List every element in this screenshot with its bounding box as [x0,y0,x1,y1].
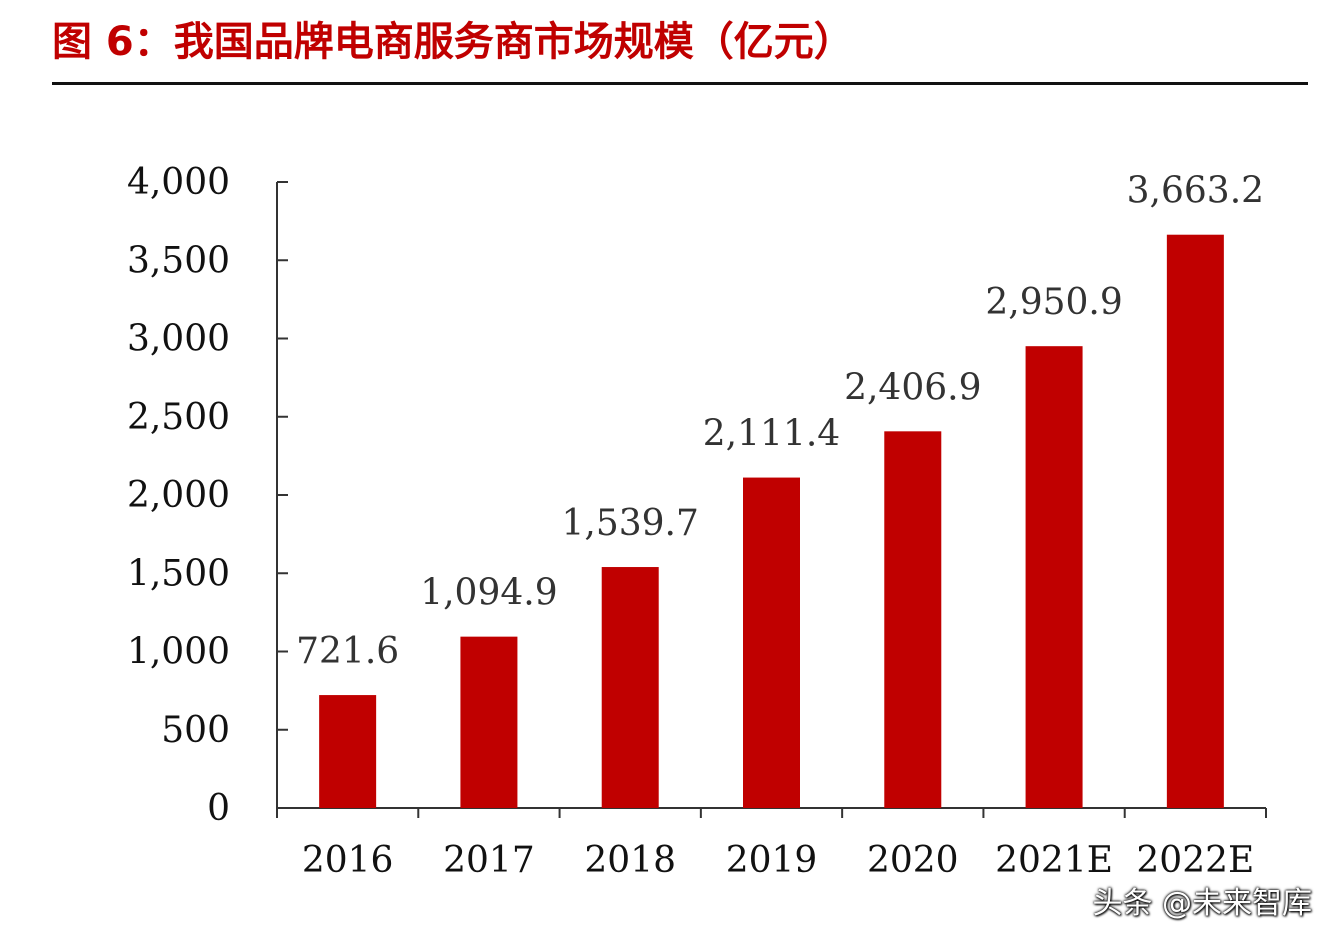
x-tick-label: 2016 [302,840,394,881]
x-axis: 2016 2017 2018 2019 2020 2021E 2022E [276,807,1267,881]
value-labels: 721.6 1,094.91,539.7 2,111.42,406.9 2,950.9… [296,171,1264,672]
chart-title: 图 6：我国品牌电商服务商市场规模（亿元） [52,19,854,65]
x-tick-label: 2018 [584,840,676,881]
y-tick-label: 1,500 [127,553,230,594]
data-label: 2,406.9 [844,367,981,408]
bar [1025,346,1083,808]
data-label: 721.6 [296,631,399,672]
title-divider [52,82,1308,85]
data-label: 3,663.2 [1127,171,1264,212]
y-tick-label: 0 [207,788,230,829]
data-label: 2,111.4 [703,414,840,455]
bar [460,636,518,808]
data-label: 2,950.9 [985,282,1122,323]
x-tick-label: 2020 [867,840,959,881]
data-label: 1,094.9 [420,573,557,614]
y-tick-label: 500 [161,710,230,751]
y-tick-label: 3,000 [127,319,230,360]
y-tick-label: 4,000 [127,162,230,203]
bar [743,477,800,808]
bar [1166,234,1224,808]
bar [601,567,659,808]
x-tick-label: 2019 [726,840,818,881]
watermark: 头条 @未来智库 [1092,886,1312,921]
bar [319,695,377,808]
y-tick-label: 2,000 [127,475,230,516]
x-tick-label: 2022E [1136,840,1254,881]
y-tick-label: 3,500 [127,240,230,281]
bar [884,431,942,808]
x-tick-label: 2021E [995,840,1113,881]
bars [319,234,1224,808]
data-label: 1,539.7 [562,503,699,544]
y-tick-label: 2,500 [127,397,230,438]
y-tick-label: 1,000 [127,632,230,673]
y-axis: 0 500 1,000 1,500 2,000 2,500 3,000 3,500 4,000 [127,162,288,829]
x-tick-label: 2017 [443,840,535,881]
